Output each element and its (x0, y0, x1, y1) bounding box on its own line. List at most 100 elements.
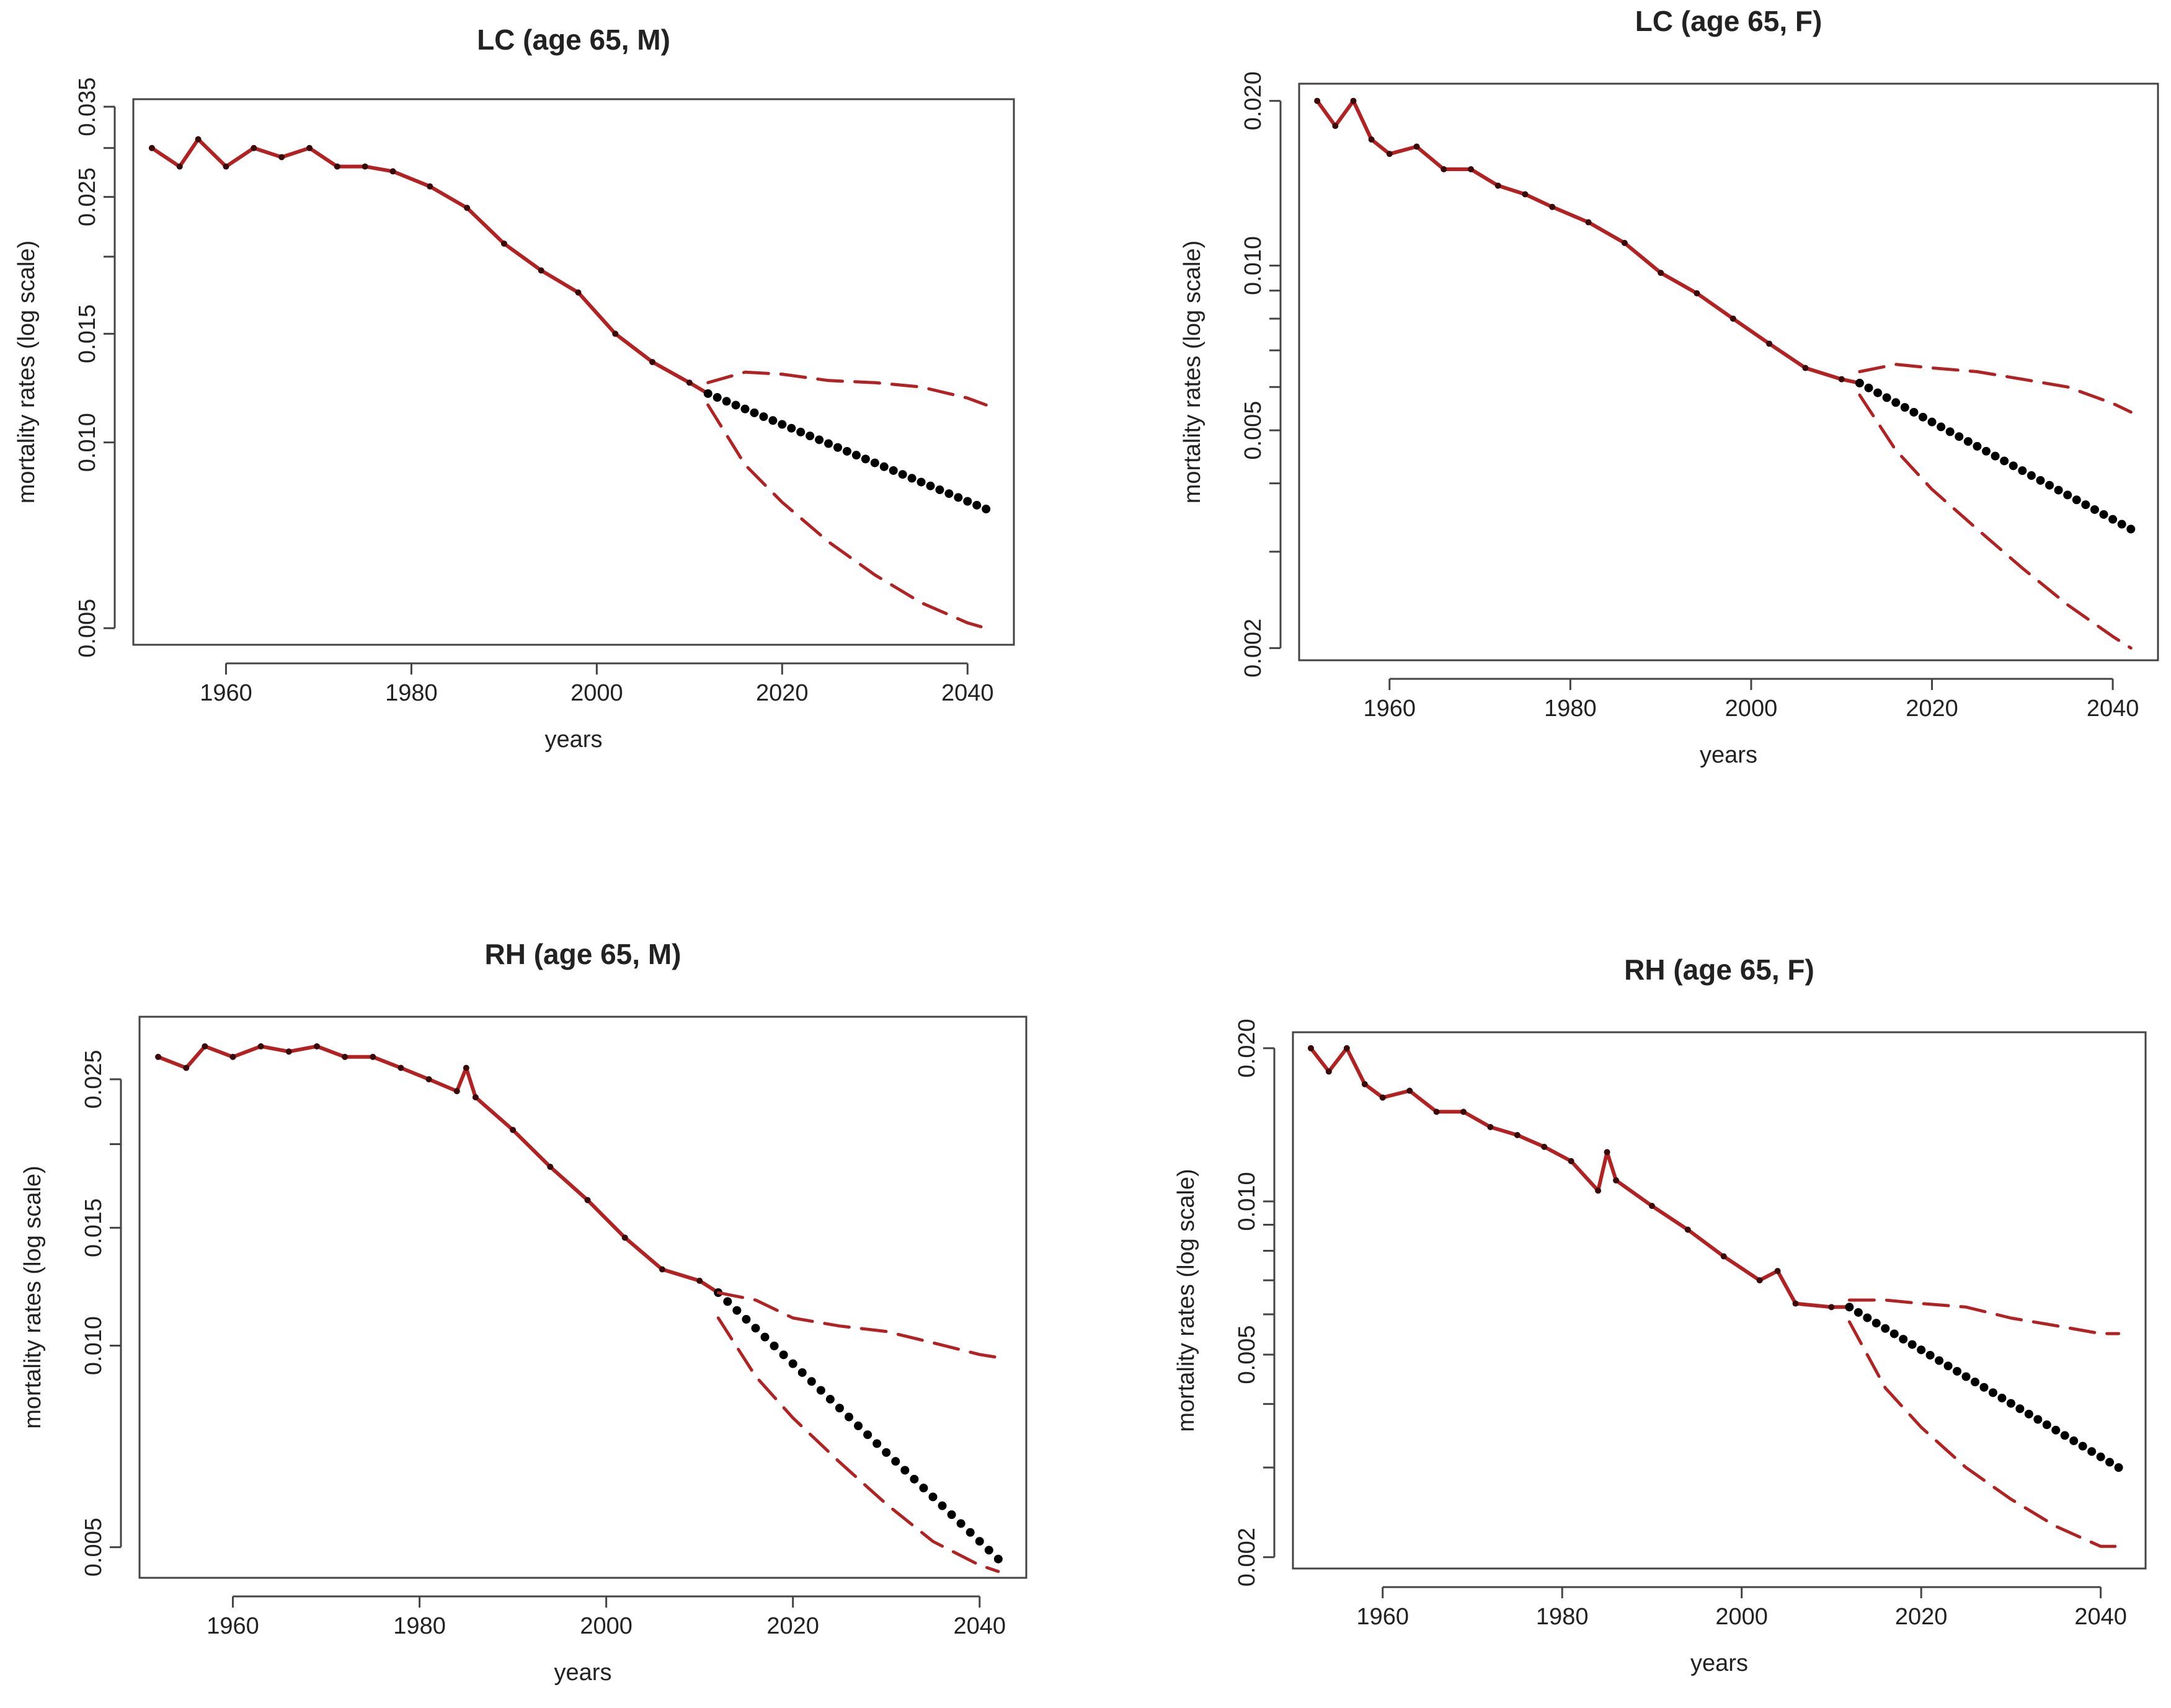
forecast-point (2126, 524, 2136, 534)
observed-point (1522, 191, 1529, 198)
forecast-point (1909, 407, 1919, 417)
observed-point (1541, 1143, 1548, 1150)
forecast-point (944, 489, 954, 498)
observed-point (584, 1197, 591, 1203)
plot-frame (1298, 82, 2159, 662)
y-tick-label: 0.015 (74, 304, 100, 363)
forecast-point (1863, 1313, 1872, 1322)
observed-point (538, 267, 544, 274)
forecast-point (787, 423, 796, 433)
observed-point (176, 163, 183, 170)
series-lower (716, 1316, 1000, 1573)
series-upper (716, 1291, 1000, 1360)
forecast-point (1882, 393, 1891, 402)
observed-point (1433, 1108, 1440, 1115)
forecast-point (935, 485, 944, 495)
forecast-point (722, 397, 731, 406)
forecast-point (938, 1501, 947, 1510)
forecast-point (872, 1439, 882, 1448)
series-forecast (1855, 378, 2136, 534)
observed-points (148, 136, 711, 397)
y-tick-label: 0.010 (74, 413, 100, 472)
forecast-point (917, 477, 926, 487)
observed-point (1585, 219, 1592, 226)
forecast-point (2051, 1425, 2061, 1435)
observed-point (621, 1234, 628, 1241)
forecast-point (760, 1332, 770, 1342)
forecast-point (851, 451, 861, 460)
observed-point (1325, 1068, 1332, 1075)
forecast-point (889, 466, 898, 475)
forecast-point (845, 1412, 853, 1422)
forecast-point (2096, 1452, 2105, 1461)
observed-point (370, 1053, 376, 1060)
forecast-point (1918, 412, 1927, 422)
series-lower (1847, 1320, 2121, 1548)
x-tick-label: 1960 (1364, 696, 1416, 722)
observed-point (278, 154, 285, 161)
x-tick-label: 1960 (206, 1613, 259, 1639)
x-tick-label: 2020 (1906, 696, 1958, 722)
series-lower (706, 403, 988, 630)
chart-title: RH (age 65, M) (485, 938, 681, 970)
observed-point (1494, 182, 1501, 189)
forecast-point (1945, 427, 1955, 436)
forecast-point (2099, 510, 2108, 519)
forecast-point (863, 1430, 872, 1440)
forecast-point (815, 435, 824, 445)
forecast-point (1854, 1308, 1863, 1317)
observed-point (472, 1094, 479, 1100)
forecast-point (759, 412, 768, 422)
observed-point (463, 1064, 469, 1071)
observed-point (342, 1053, 349, 1060)
observed-point (202, 1043, 208, 1050)
forecast-point (2033, 1415, 2043, 1424)
x-tick-label: 2000 (1725, 696, 1778, 722)
forecast-point (1971, 1378, 1979, 1387)
observed-point (1756, 1277, 1763, 1284)
y-tick-label: 0.025 (81, 1050, 107, 1108)
forecast-point (1889, 1329, 1899, 1339)
chart-panel-1: LC (age 65, M) 1960 1980 2000 2020 2040 years 0… (14, 24, 1015, 753)
plot-frame (132, 98, 1015, 646)
observed-point (1613, 1177, 1620, 1184)
y-tick-label: 0.005 (1234, 1325, 1260, 1384)
forecast-point (966, 1528, 975, 1537)
observed-point (397, 1064, 404, 1071)
observed-point (1720, 1253, 1727, 1260)
series-upper (706, 370, 988, 407)
observed-point (686, 379, 693, 386)
chart-title: RH (age 65, F) (1624, 954, 1814, 986)
observed-point (1729, 315, 1736, 322)
forecast-point (1937, 422, 1946, 431)
series-observed (156, 1044, 721, 1295)
forecast-point (833, 443, 842, 452)
forecast-point (2027, 471, 2036, 480)
forecast-point (919, 1484, 928, 1493)
forecast-point (750, 408, 759, 417)
observed-point (362, 163, 368, 170)
chart-title: LC (age 65, F) (1635, 5, 1822, 37)
x-axis-label: years (545, 727, 603, 753)
plot-frame (1292, 1031, 2147, 1570)
forecast-point (740, 404, 750, 414)
forecast-point (2069, 1436, 2079, 1446)
y-tick-label: 0.005 (1240, 401, 1266, 460)
observed-point (183, 1064, 190, 1071)
forecast-point (2114, 1463, 2123, 1472)
forecast-point (779, 1350, 788, 1360)
y-tick-label: 0.010 (81, 1316, 107, 1375)
y-tick-label: 0.010 (1234, 1172, 1260, 1231)
x-tick-label: 2040 (2074, 1604, 2127, 1630)
x-tick-label: 1960 (1356, 1604, 1409, 1630)
forecast-point (1925, 1350, 1935, 1360)
forecast-point (825, 1394, 835, 1404)
forecast-point (882, 1448, 891, 1457)
forecast-point (2078, 1441, 2087, 1451)
observed-point (1314, 97, 1321, 104)
observed-point (453, 1088, 460, 1095)
forecast-point (1979, 1383, 1989, 1392)
series-forecast (1845, 1303, 2123, 1472)
forecast-point (703, 389, 713, 398)
